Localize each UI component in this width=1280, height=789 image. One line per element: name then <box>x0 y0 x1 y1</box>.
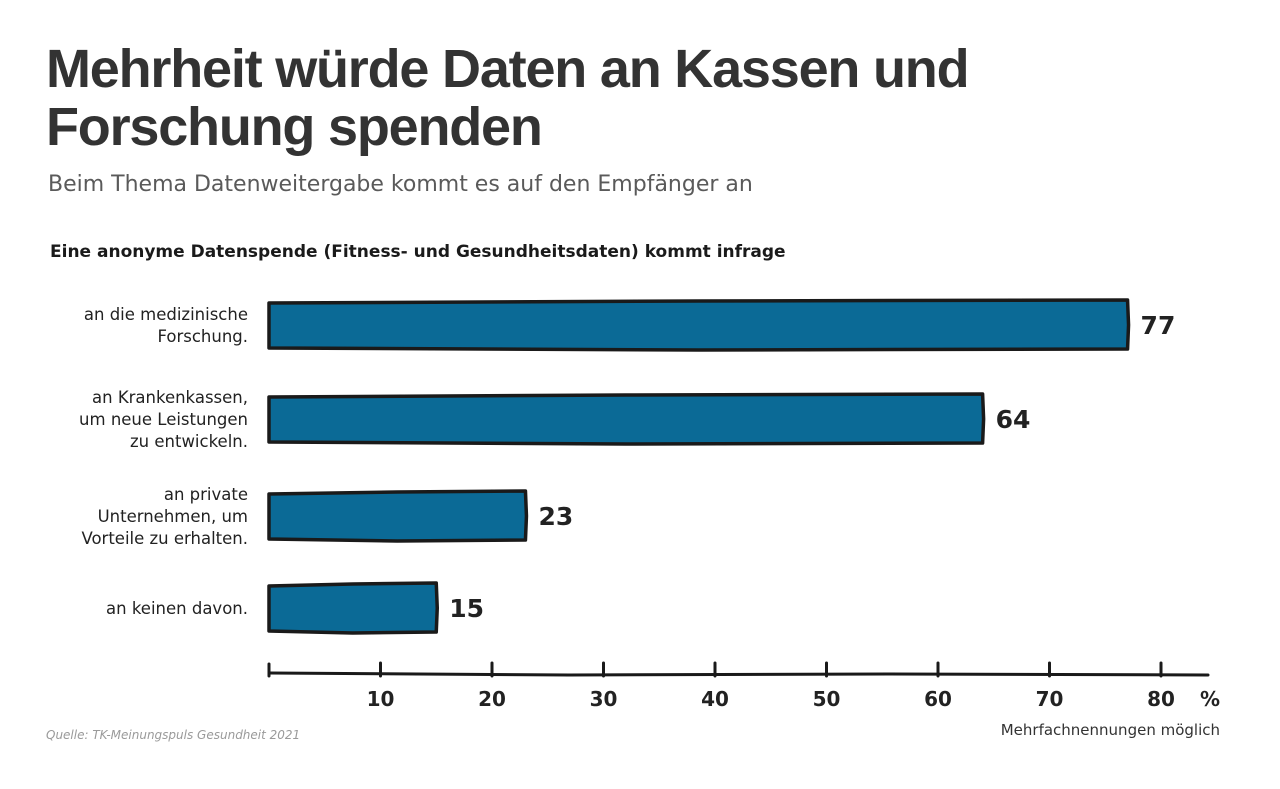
multiple-answers-note: Mehrfachnennungen möglich <box>1000 721 1220 739</box>
x-tick-label: 80 <box>1147 687 1175 711</box>
page-subtitle: Beim Thema Datenweitergabe kommt es auf … <box>48 172 753 197</box>
data-label: 15 <box>449 594 484 623</box>
bar <box>267 581 439 635</box>
category-label: an Krankenkassen, um neue Leistungen zu en… <box>79 388 248 451</box>
category-label: an keinen davon. <box>106 599 248 618</box>
x-tick-label: 70 <box>1036 687 1064 711</box>
x-tick-label: 60 <box>924 687 952 711</box>
category-label: an private Unternehmen, um Vorteile zu erh… <box>81 485 248 548</box>
data-label: 23 <box>538 502 573 531</box>
x-tick-label: 40 <box>701 687 729 711</box>
x-axis-line <box>267 671 1210 677</box>
x-tick-label: 30 <box>590 687 618 711</box>
category-label: an die medizinische Forschung. <box>84 305 248 346</box>
page-title: Mehrheit würde Daten an Kassen und Forsc… <box>46 39 970 157</box>
x-tick-label: 50 <box>813 687 841 711</box>
bar <box>267 298 1131 352</box>
chart-title: Eine anonyme Datenspende (Fitness- und G… <box>50 242 786 262</box>
bar <box>267 392 986 446</box>
x-axis-unit: % <box>1200 687 1220 711</box>
x-tick-label: 20 <box>478 687 506 711</box>
data-label: 64 <box>996 405 1031 434</box>
data-label: 77 <box>1141 311 1176 340</box>
x-tick-label: 10 <box>367 687 395 711</box>
source-note: Quelle: TK-Meinungspuls Gesundheit 2021 <box>46 728 301 742</box>
bar <box>267 489 529 543</box>
